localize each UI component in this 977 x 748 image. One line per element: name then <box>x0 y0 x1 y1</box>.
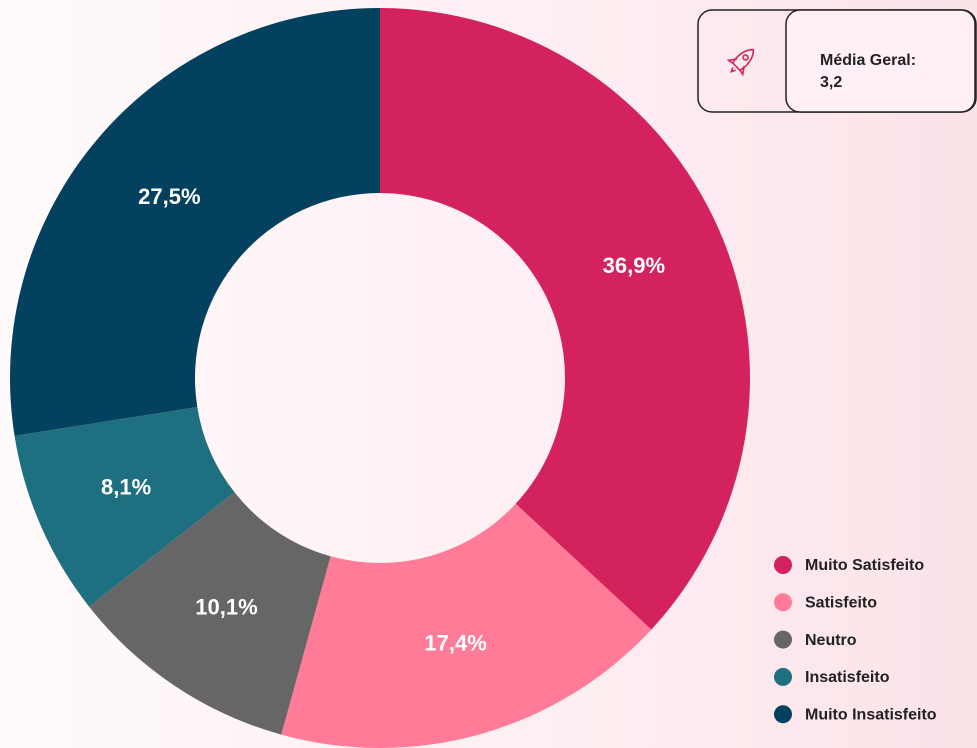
legend-label: Neutro <box>805 632 857 649</box>
legend-label: Satisfeito <box>805 595 877 612</box>
card-inner <box>785 9 976 113</box>
legend-swatch <box>774 593 792 612</box>
donut-slice <box>89 492 331 735</box>
legend-swatch <box>774 667 792 686</box>
donut-slice <box>281 503 652 748</box>
value-label: 36,9% <box>603 253 665 278</box>
value-label: 8,1% <box>101 475 151 500</box>
legend-swatch <box>774 556 792 574</box>
value-label: 17,4% <box>424 630 486 655</box>
value-label: 10,1% <box>195 594 257 619</box>
legend-swatch <box>774 705 792 724</box>
card-value: 3,2 <box>820 74 842 91</box>
legend-label: Insatisfeito <box>805 669 890 686</box>
legend-label: Muito Insatisfeito <box>805 706 937 723</box>
legend-label: Muito Satisfeito <box>805 557 924 574</box>
donut-slice <box>9 8 380 436</box>
value-label: 27,5% <box>138 184 200 209</box>
donut-slice <box>380 8 751 630</box>
rocket-icon <box>726 48 755 77</box>
donut-slice <box>14 406 235 607</box>
legend-swatch <box>774 630 792 649</box>
card-label: Média Geral: <box>820 52 916 69</box>
